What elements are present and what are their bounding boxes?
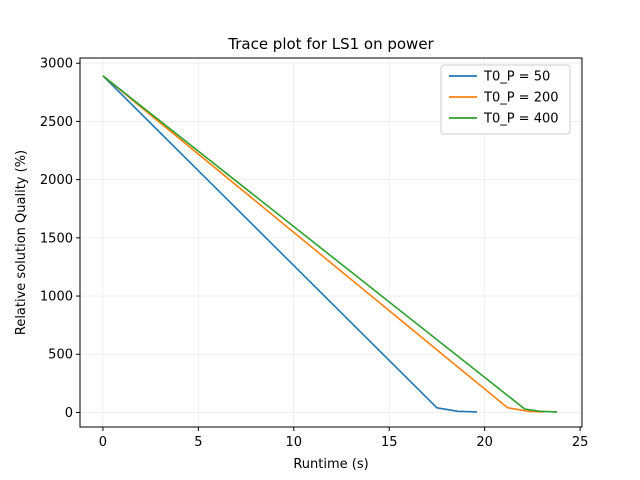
y-tick-label: 1000 [40,290,73,305]
x-tick-label: 10 [286,435,303,450]
series-line-2 [102,75,544,413]
y-tick-label: 0 [65,406,73,421]
series-line-3 [102,75,558,413]
x-tick-label: 0 [99,435,107,450]
x-tick-label: 5 [194,435,202,450]
grid [80,58,582,427]
plot-frame [79,57,583,428]
x-tick-label: 25 [572,435,589,450]
legend-label-2: T0_P = 200 [483,91,559,106]
ticks: 0 5 10 15 20 25 0 500 1000 1500 2000 2500 3000 [40,57,588,450]
x-tick-label: 20 [476,435,493,450]
x-tick-label: 15 [381,435,398,450]
y-tick-label: 2000 [40,173,73,188]
y-tick-label: 2500 [40,115,73,130]
y-tick-label: 500 [48,348,73,363]
legend-label-1: T0_P = 50 [483,70,550,85]
y-axis-title: Relative solution Quality (%) [14,150,29,335]
legend-label-3: T0_P = 400 [483,112,559,127]
chart-title: Trace plot for LS1 on power [227,35,434,53]
y-tick-label: 1500 [40,231,73,246]
legend: T0_P = 50 T0_P = 200 T0_P = 400 [440,64,571,135]
legend-box [440,64,571,135]
y-tick-label: 3000 [40,57,73,72]
x-axis-title: Runtime (s) [293,457,368,472]
series-line-1 [102,75,478,413]
series-layer [102,75,558,413]
